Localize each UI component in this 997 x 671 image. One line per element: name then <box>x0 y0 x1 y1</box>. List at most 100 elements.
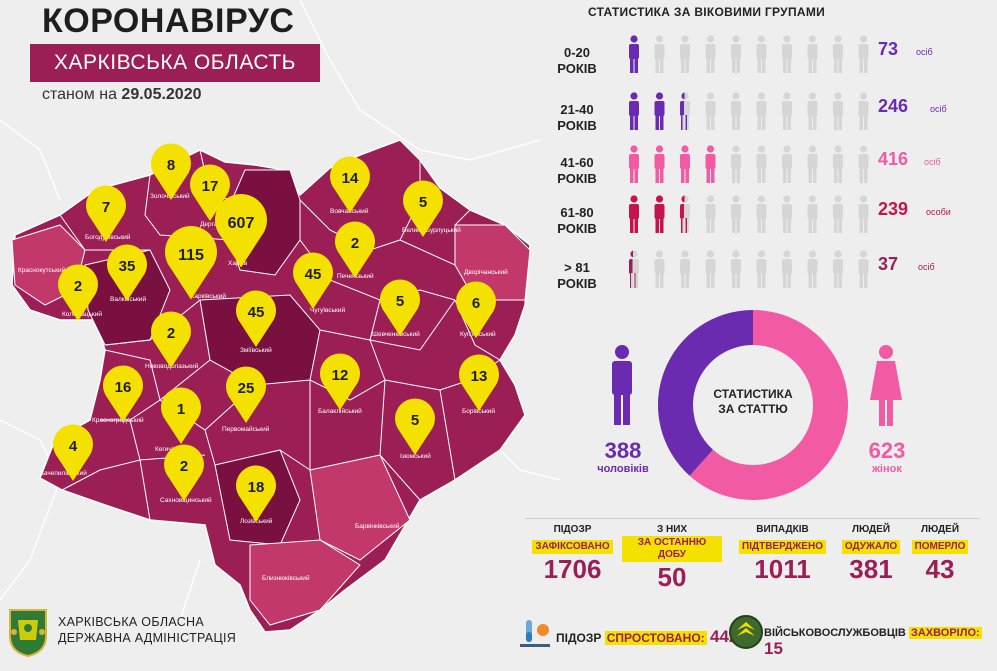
map-pin: 2 <box>57 264 98 321</box>
gender-donut: СТАТИСТИКА ЗА СТАТТЮ <box>612 310 902 500</box>
person-icon <box>731 250 741 288</box>
district-shape-blyzniuky <box>249 539 361 626</box>
map-pin: 1 <box>161 387 201 444</box>
map-pin: 12 <box>319 353 360 410</box>
district-label: Зміївський <box>240 346 272 354</box>
map-pin: 4 <box>53 424 93 481</box>
person-icon <box>731 195 741 233</box>
map-pin-marker <box>86 185 126 242</box>
map-pin-marker <box>165 226 217 300</box>
page-title: КОРОНАВІРУС <box>42 2 295 40</box>
person-icon <box>807 145 818 183</box>
man-icon <box>612 345 632 425</box>
district-label: Близнюківський <box>262 574 310 582</box>
person-icon <box>858 145 869 183</box>
stat-line2: ЗА ОСТАННЮ ДОБУ <box>622 536 722 562</box>
as-of-prefix: станом на <box>42 86 117 103</box>
age-label-range: 41-60 <box>560 155 594 170</box>
person-icon <box>654 35 665 73</box>
map-pin-marker <box>334 221 376 278</box>
district-label: Краснокутський <box>18 266 66 274</box>
age-row: 41-60 РОКІВ 416 осіб <box>548 145 968 186</box>
map-pin-value: 13 <box>471 368 488 385</box>
stats-divider <box>525 518 980 519</box>
person-icon <box>680 35 690 73</box>
map-pin-marker <box>151 311 191 368</box>
stat-value: 1706 <box>543 554 602 584</box>
age-label-range: > 81 <box>564 260 590 275</box>
map-pin: 25 <box>226 366 266 423</box>
age-unit: осіб <box>916 47 933 57</box>
age-stats-title: СТАТИСТИКА ЗА ВІКОВИМИ ГРУПАМИ <box>588 5 826 19</box>
person-icons <box>629 250 869 288</box>
person-icon <box>833 250 843 288</box>
age-label-range: 21-40 <box>560 102 594 117</box>
map-pin-value: 16 <box>115 379 132 396</box>
district-label: Шевченківський <box>372 330 420 338</box>
map-pin-value: 6 <box>472 295 480 312</box>
military-stat: ВІЙСЬКОВОСЛУЖБОВЦІВ ЗАХВОРІЛО: 15 <box>764 627 997 659</box>
age-label-range: 61-80 <box>560 205 594 220</box>
person-icon <box>807 195 818 233</box>
age-count: 246 <box>878 96 909 116</box>
map-pin: 5 <box>380 279 420 336</box>
person-icon <box>782 35 792 73</box>
person-icon <box>654 145 665 183</box>
map-pin-value: 35 <box>119 258 136 275</box>
stat-line2: ПІДТВЕРДЖЕНО <box>739 540 826 554</box>
district-shape-barvinkove <box>309 454 411 561</box>
map-pin: 6 <box>456 281 496 338</box>
person-icon <box>807 250 818 288</box>
age-count: 73 <box>878 39 899 59</box>
map-pin-marker <box>107 244 147 301</box>
map-pin-value: 25 <box>238 380 255 397</box>
person-icon <box>629 145 639 183</box>
person-icon <box>807 35 818 73</box>
donut-center-line1: СТАТИСТИКА <box>713 387 793 401</box>
map-pin: 2 <box>151 311 191 368</box>
person-icon <box>629 195 639 233</box>
map-pin: 5 <box>394 398 435 455</box>
person-icons <box>629 92 869 130</box>
stat-value: 381 <box>849 554 893 584</box>
age-unit: осіб <box>924 157 941 167</box>
map-pin-value: 2 <box>351 235 359 252</box>
district-label: Харків <box>228 259 248 267</box>
map-pin-marker <box>151 143 191 200</box>
person-icon <box>654 195 665 233</box>
refuted-prefix: ПІДОЗР <box>556 631 602 645</box>
stat-last-day: З НИХ ЗА ОСТАННЮ ДОБУ 50 <box>622 524 722 592</box>
district-label: Дворічанський <box>464 268 508 276</box>
map-pin-value: 17 <box>202 178 219 195</box>
stat-line2: ЗАФІКСОВАНО <box>532 540 613 554</box>
age-label-range: 0-20 <box>563 45 591 60</box>
military-value: 15 <box>764 639 783 658</box>
stat-line1: ЛЮДЕЙ <box>920 524 960 535</box>
person-icon <box>731 92 741 130</box>
map-pin-marker <box>215 194 268 268</box>
person-icon <box>833 92 843 130</box>
map-pin: 2 <box>164 444 205 501</box>
map-pin-marker <box>53 424 93 481</box>
as-of-date-value: 29.05.2020 <box>121 86 202 103</box>
age-label-unit: РОКІВ <box>557 276 597 291</box>
age-label: 21-40 РОКІВ <box>548 102 606 134</box>
women-label: жінок <box>872 463 902 475</box>
person-icon <box>756 195 767 233</box>
women-count: 623 <box>868 438 906 463</box>
military-label: ЗАХВОРІЛО: <box>908 627 982 639</box>
map-pin-marker <box>57 264 98 321</box>
map-pin-value: 2 <box>167 325 175 342</box>
map-pin-marker <box>103 365 144 422</box>
stat-recovered: ЛЮДЕЙ ОДУЖАЛО 381 <box>836 524 906 584</box>
person-icon <box>833 195 843 233</box>
person-icon <box>705 145 716 183</box>
map-pin-value: 8 <box>167 157 175 174</box>
region-banner: ХАРКІВСЬКА ОБЛАСТЬ <box>30 44 320 82</box>
person-icon <box>858 250 869 288</box>
district-label: Сахновщинський <box>160 496 212 504</box>
district-label: Харківський <box>190 292 226 300</box>
men-label: чоловіків <box>597 463 649 475</box>
district-label: Ізюмський <box>400 452 431 460</box>
person-icon <box>756 92 767 130</box>
